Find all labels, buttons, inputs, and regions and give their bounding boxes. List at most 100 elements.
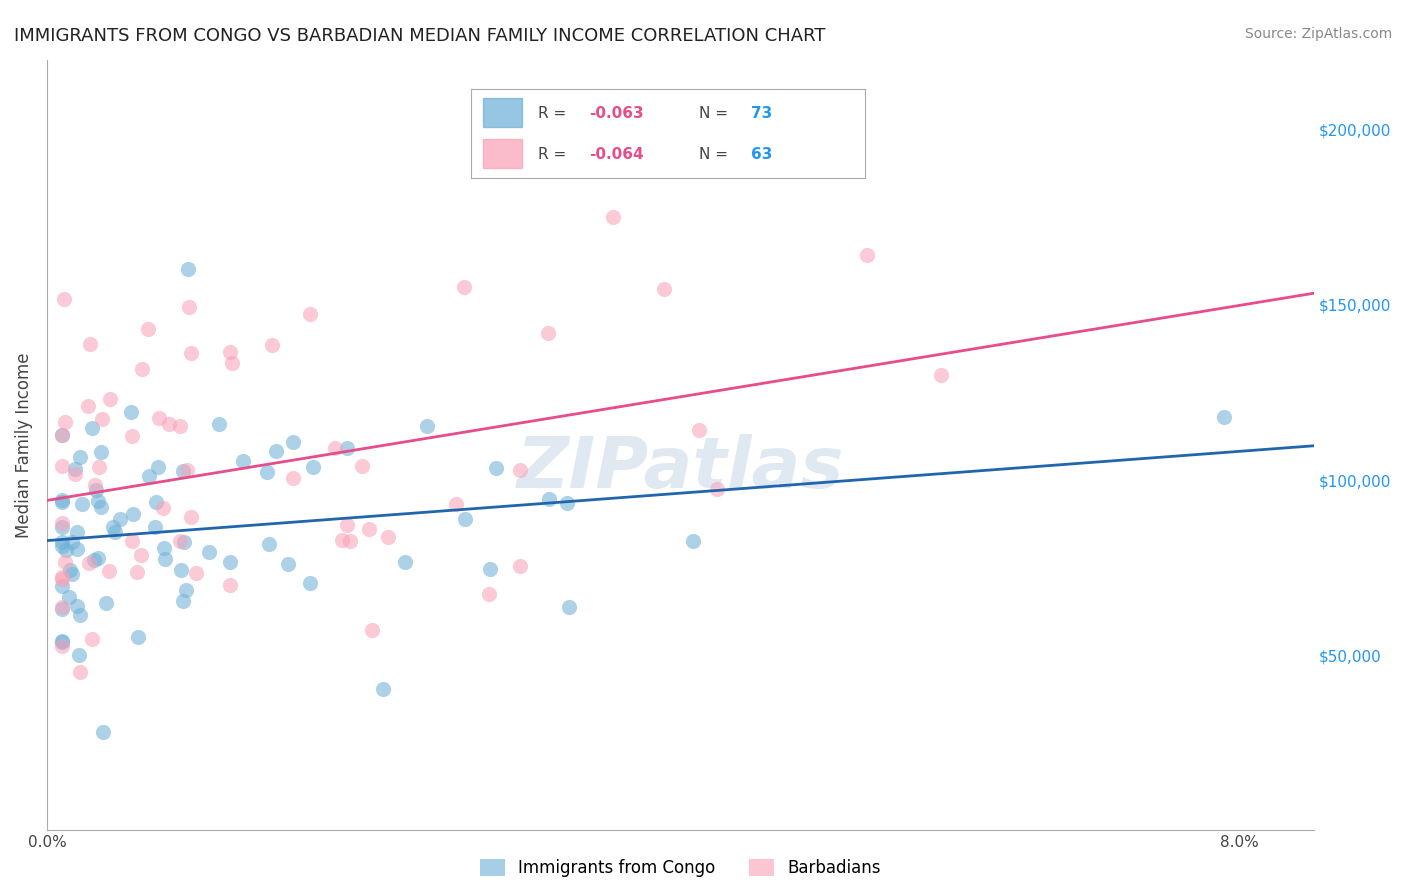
Point [66, 599, 89, 614]
Point [336, 441, 359, 455]
Legend: Immigrants from Congo, Barbadians: Immigrants from Congo, Barbadians [474, 852, 887, 884]
Point [104, 524, 127, 539]
Text: 73: 73 [751, 106, 772, 120]
Point [232, 454, 254, 468]
Point [259, 536, 281, 550]
Point [53, 293, 76, 307]
Point [682, 534, 704, 549]
Point [509, 559, 531, 574]
Text: R =: R = [538, 147, 571, 161]
Point [602, 211, 624, 225]
Point [66, 525, 89, 540]
Y-axis label: Median Family Income: Median Family Income [15, 352, 32, 538]
Point [83, 478, 105, 492]
Point [58, 590, 80, 604]
Point [208, 417, 231, 431]
Point [152, 541, 174, 556]
Text: R =: R = [538, 106, 571, 120]
Point [127, 630, 149, 644]
Point [325, 441, 347, 455]
Bar [482, 139, 522, 168]
Point [67, 648, 90, 663]
Point [51, 569, 73, 583]
Point [55, 542, 77, 557]
Point [357, 522, 380, 536]
Point [121, 428, 143, 442]
Point [122, 507, 145, 521]
Point [484, 460, 506, 475]
Point [219, 578, 242, 592]
Point [51, 635, 73, 649]
Point [706, 482, 728, 496]
Point [53, 415, 76, 429]
Point [221, 356, 243, 370]
Point [298, 307, 321, 321]
Point [148, 411, 170, 425]
Point [262, 338, 284, 352]
Point [51, 492, 73, 507]
Bar [482, 98, 522, 127]
Point [169, 563, 191, 577]
Point [97, 564, 120, 578]
Text: -0.063: -0.063 [589, 106, 644, 120]
Point [87, 493, 110, 508]
Point [169, 534, 191, 549]
Point [125, 565, 148, 579]
Point [179, 301, 201, 315]
Point [51, 579, 73, 593]
Point [339, 534, 361, 549]
Text: IMMIGRANTS FROM CONGO VS BARBADIAN MEDIAN FAMILY INCOME CORRELATION CHART: IMMIGRANTS FROM CONGO VS BARBADIAN MEDIA… [14, 27, 825, 45]
Point [153, 551, 176, 566]
Point [72, 497, 94, 511]
Point [177, 262, 200, 277]
Point [131, 361, 153, 376]
Point [446, 497, 468, 511]
Point [110, 512, 132, 526]
Point [176, 463, 198, 477]
Point [184, 566, 207, 580]
Point [84, 483, 107, 497]
Point [558, 600, 581, 615]
Point [855, 247, 877, 261]
Point [218, 345, 240, 359]
Point [377, 530, 399, 544]
Point [143, 519, 166, 533]
Point [51, 539, 73, 553]
Point [60, 567, 83, 582]
Point [479, 562, 502, 576]
Point [146, 459, 169, 474]
Point [90, 411, 112, 425]
Point [60, 535, 83, 549]
Point [51, 535, 73, 549]
Point [416, 419, 439, 434]
Point [51, 634, 73, 648]
Point [298, 575, 321, 590]
Point [537, 326, 560, 340]
Point [90, 445, 112, 459]
Point [180, 509, 202, 524]
Point [219, 555, 242, 569]
Point [63, 462, 86, 476]
Point [256, 465, 278, 479]
Text: Source: ZipAtlas.com: Source: ZipAtlas.com [1244, 27, 1392, 41]
Point [929, 368, 952, 382]
Text: N =: N = [699, 106, 733, 120]
Point [51, 428, 73, 442]
Point [174, 582, 197, 597]
Point [336, 518, 359, 533]
Point [98, 392, 121, 407]
Point [91, 724, 114, 739]
Point [172, 464, 194, 478]
Point [330, 533, 353, 547]
Point [51, 599, 73, 614]
Point [454, 512, 477, 526]
Point [94, 597, 117, 611]
Point [394, 555, 416, 569]
Point [197, 545, 219, 559]
Point [69, 450, 91, 464]
Point [136, 322, 159, 336]
Point [51, 639, 73, 653]
Point [83, 553, 105, 567]
Point [51, 520, 73, 534]
Point [51, 494, 73, 508]
